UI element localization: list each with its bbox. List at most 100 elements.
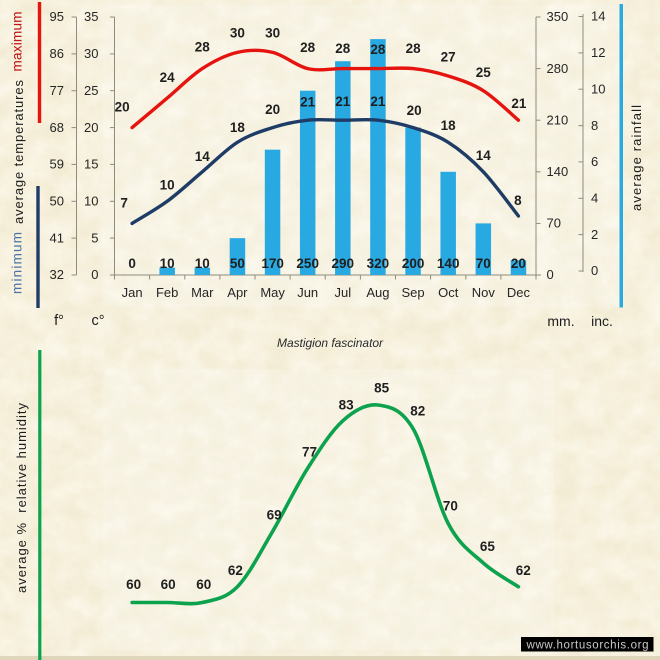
svg-text:maximum: maximum (10, 12, 25, 72)
svg-text:Oct: Oct (438, 285, 459, 300)
svg-text:20: 20 (265, 102, 280, 117)
svg-text:290: 290 (332, 256, 355, 271)
svg-text:32: 32 (50, 267, 64, 282)
svg-text:28: 28 (406, 41, 422, 56)
svg-text:86: 86 (50, 46, 64, 61)
svg-text:Mastigion fascinator: Mastigion fascinator (277, 336, 384, 350)
svg-text:8: 8 (591, 118, 598, 133)
svg-text:77: 77 (302, 445, 317, 460)
svg-text:25: 25 (476, 65, 492, 80)
svg-text:18: 18 (230, 120, 246, 135)
svg-text:average rainfall: average rainfall (629, 105, 644, 211)
svg-text:60: 60 (161, 577, 176, 592)
svg-text:0: 0 (91, 267, 98, 282)
svg-text:30: 30 (265, 25, 280, 40)
svg-text:minimum: minimum (10, 232, 25, 294)
svg-text:20: 20 (511, 256, 526, 271)
svg-text:Jul: Jul (334, 285, 351, 300)
svg-text:50: 50 (230, 256, 245, 271)
svg-text:28: 28 (335, 41, 351, 56)
svg-text:95: 95 (50, 9, 64, 24)
svg-text:www.hortusorchis.org: www.hortusorchis.org (526, 640, 649, 652)
svg-text:21: 21 (335, 94, 351, 109)
svg-text:14: 14 (476, 148, 492, 163)
svg-text:62: 62 (516, 563, 531, 578)
svg-text:20: 20 (84, 120, 98, 135)
svg-text:62: 62 (228, 563, 243, 578)
svg-text:280: 280 (547, 61, 569, 76)
svg-text:77: 77 (50, 83, 64, 98)
svg-text:70: 70 (547, 216, 561, 231)
svg-text:140: 140 (547, 164, 569, 179)
svg-text:83: 83 (339, 398, 355, 413)
svg-text:10: 10 (84, 194, 98, 209)
svg-text:41: 41 (50, 230, 64, 245)
svg-text:69: 69 (267, 507, 282, 522)
svg-text:0: 0 (128, 256, 136, 271)
svg-text:Sep: Sep (402, 285, 425, 300)
svg-text:60: 60 (126, 577, 141, 592)
svg-text:30: 30 (84, 46, 98, 61)
svg-text:82: 82 (410, 404, 425, 419)
svg-text:average temperatures: average temperatures (11, 80, 26, 225)
svg-text:25: 25 (84, 83, 98, 98)
svg-text:30: 30 (230, 25, 245, 40)
svg-text:15: 15 (84, 157, 98, 172)
svg-text:f°: f° (54, 313, 64, 329)
svg-text:10: 10 (160, 177, 175, 192)
svg-text:7: 7 (120, 195, 128, 210)
svg-text:210: 210 (547, 112, 569, 127)
svg-text:10: 10 (591, 81, 605, 96)
svg-text:59: 59 (50, 157, 64, 172)
svg-text:Aug: Aug (366, 285, 389, 300)
svg-text:2: 2 (591, 227, 598, 242)
svg-text:mm.: mm. (547, 313, 574, 329)
svg-text:14: 14 (195, 149, 211, 164)
svg-text:Nov: Nov (472, 285, 496, 300)
svg-text:250: 250 (296, 256, 319, 271)
svg-text:21: 21 (511, 96, 527, 111)
svg-text:320: 320 (367, 256, 390, 271)
svg-text:Jun: Jun (297, 285, 318, 300)
svg-text:85: 85 (374, 381, 390, 396)
svg-text:14: 14 (591, 9, 605, 24)
svg-text:0: 0 (547, 267, 554, 282)
svg-text:average % relative humidity: average % relative humidity (14, 403, 29, 594)
svg-text:Jan: Jan (122, 285, 143, 300)
svg-text:8: 8 (514, 193, 522, 208)
svg-text:Mar: Mar (191, 285, 214, 300)
svg-text:50: 50 (50, 194, 64, 209)
svg-text:350: 350 (547, 9, 569, 24)
svg-text:35: 35 (84, 9, 98, 24)
svg-text:10: 10 (195, 256, 210, 271)
svg-text:Apr: Apr (227, 285, 248, 300)
svg-text:28: 28 (300, 40, 316, 55)
svg-text:28: 28 (370, 42, 386, 57)
svg-text:170: 170 (261, 256, 284, 271)
svg-text:28: 28 (195, 40, 211, 55)
svg-text:inc.: inc. (591, 313, 613, 329)
svg-text:10: 10 (160, 256, 175, 271)
svg-text:68: 68 (50, 120, 64, 135)
svg-text:18: 18 (441, 118, 457, 133)
svg-text:May: May (260, 285, 285, 300)
svg-text:6: 6 (591, 154, 598, 169)
svg-text:c°: c° (91, 313, 104, 329)
svg-text:70: 70 (476, 256, 491, 271)
svg-text:20: 20 (115, 100, 130, 115)
svg-text:Feb: Feb (156, 285, 178, 300)
svg-text:21: 21 (300, 95, 316, 110)
svg-text:20: 20 (407, 103, 422, 118)
svg-text:12: 12 (591, 45, 605, 60)
svg-text:65: 65 (480, 539, 496, 554)
svg-text:0: 0 (591, 263, 598, 278)
svg-text:Dec: Dec (507, 285, 531, 300)
svg-text:60: 60 (196, 577, 211, 592)
svg-text:24: 24 (160, 70, 176, 85)
svg-text:27: 27 (441, 50, 456, 65)
svg-text:4: 4 (591, 191, 598, 206)
svg-text:200: 200 (402, 256, 425, 271)
svg-text:70: 70 (443, 499, 458, 514)
svg-text:21: 21 (370, 94, 386, 109)
svg-text:5: 5 (91, 230, 98, 245)
